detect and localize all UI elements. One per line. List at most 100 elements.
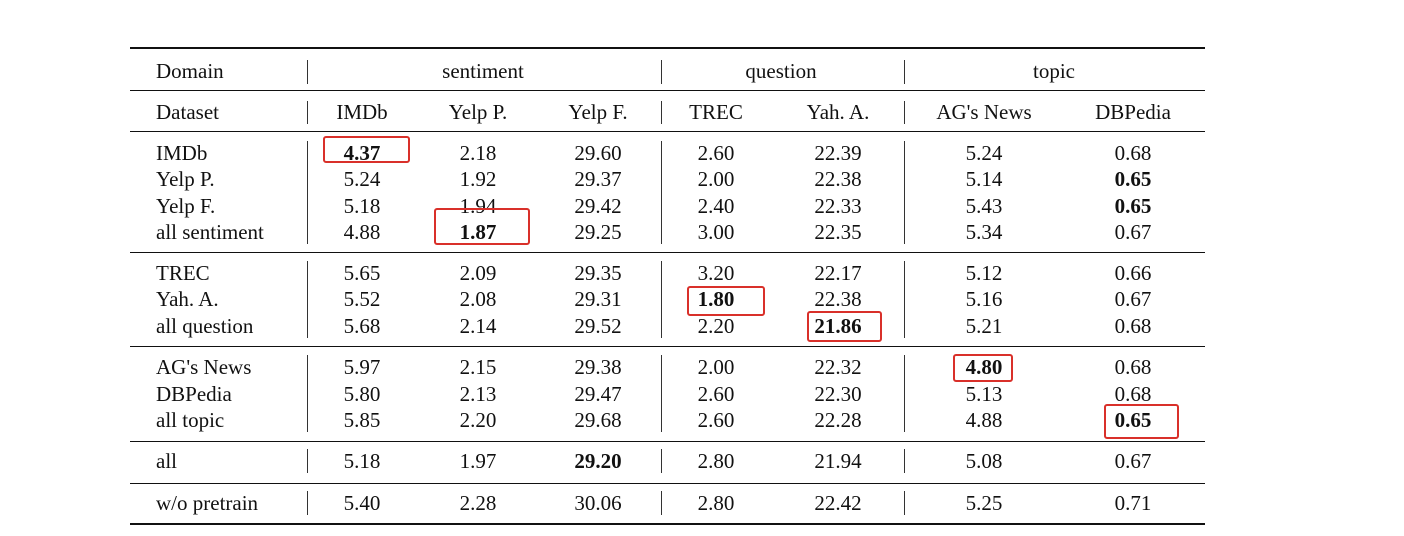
table-cell: 2.28 <box>459 491 497 515</box>
table-cell: 5.24 <box>343 167 381 191</box>
table-cell: 0.65 <box>1114 167 1152 191</box>
group-rule <box>130 483 1205 484</box>
highlight-box <box>323 136 410 163</box>
table-cell: 2.08 <box>459 287 497 311</box>
table-cell: 5.40 <box>343 491 381 515</box>
row-label: all question <box>156 314 254 338</box>
table-cell: 1.87 <box>459 220 497 244</box>
top-rule <box>130 47 1205 49</box>
table-cell: 2.60 <box>697 382 735 406</box>
column-separator <box>904 449 905 473</box>
column-separator <box>307 355 308 432</box>
table-cell: 5.24 <box>965 141 1003 165</box>
table-cell: 5.65 <box>343 261 381 285</box>
table-cell: 0.65 <box>1114 194 1152 218</box>
highlight-box <box>687 286 765 316</box>
column-header: DBPedia <box>1095 100 1171 124</box>
table-cell: 5.18 <box>343 449 381 473</box>
table-cell: 0.67 <box>1114 449 1152 473</box>
table-cell: 1.97 <box>459 449 497 473</box>
row-label: Yelp P. <box>156 167 215 191</box>
table-cell: 5.85 <box>343 408 381 432</box>
table-cell: 4.80 <box>965 355 1003 379</box>
column-separator <box>904 60 905 84</box>
table-cell: 22.28 <box>814 408 862 432</box>
row-label: w/o pretrain <box>156 491 259 515</box>
column-header: Yelp P. <box>448 100 508 124</box>
table-cell: 5.43 <box>965 194 1003 218</box>
domain-topic: topic <box>1033 59 1075 83</box>
table-cell: 4.88 <box>343 220 381 244</box>
domain-sentiment: sentiment <box>442 59 524 83</box>
table-cell: 5.97 <box>343 355 381 379</box>
table-cell: 29.38 <box>574 355 622 379</box>
table-cell: 0.68 <box>1114 314 1152 338</box>
table-cell: 2.20 <box>459 408 497 432</box>
table-cell: 22.42 <box>814 491 862 515</box>
table-cell: 21.94 <box>814 449 862 473</box>
table-cell: 22.30 <box>814 382 862 406</box>
row-label: all <box>156 449 177 473</box>
column-header: Yelp F. <box>568 100 628 124</box>
table-cell: 5.08 <box>965 449 1003 473</box>
domain-question: question <box>745 59 817 83</box>
table-cell: 29.31 <box>574 287 622 311</box>
column-separator <box>661 101 662 124</box>
table-cell: 0.67 <box>1114 287 1152 311</box>
column-separator <box>661 60 662 84</box>
dataset-header: Dataset <box>156 100 219 124</box>
table-cell: 2.18 <box>459 141 497 165</box>
row-label: AG's News <box>156 355 252 379</box>
table-cell: 29.47 <box>574 382 622 406</box>
column-separator <box>661 491 662 515</box>
table-cell: 1.94 <box>459 194 497 218</box>
table-cell: 22.39 <box>814 141 862 165</box>
table-cell: 5.13 <box>965 382 1003 406</box>
table-cell: 3.20 <box>697 261 735 285</box>
table-cell: 30.06 <box>574 491 622 515</box>
table-cell: 5.34 <box>965 220 1003 244</box>
bottom-rule <box>130 523 1205 525</box>
table-cell: 22.17 <box>814 261 862 285</box>
row-label: Yelp F. <box>156 194 216 218</box>
table-cell: 2.40 <box>697 194 735 218</box>
column-separator <box>661 261 662 338</box>
table-cell: 5.16 <box>965 287 1003 311</box>
highlight-box <box>953 354 1013 382</box>
column-separator <box>904 261 905 338</box>
table-cell: 0.66 <box>1114 261 1152 285</box>
table-cell: 29.52 <box>574 314 622 338</box>
column-separator <box>307 261 308 338</box>
table-cell: 1.80 <box>697 287 735 311</box>
column-separator <box>904 101 905 124</box>
table-cell: 5.80 <box>343 382 381 406</box>
table-cell: 0.71 <box>1114 491 1152 515</box>
table-cell: 2.13 <box>459 382 497 406</box>
table-cell: 0.68 <box>1114 355 1152 379</box>
column-separator <box>904 355 905 432</box>
column-separator <box>307 141 308 244</box>
table-cell: 2.80 <box>697 491 735 515</box>
table-cell: 0.68 <box>1114 382 1152 406</box>
column-separator <box>661 141 662 244</box>
table-cell: 29.68 <box>574 408 622 432</box>
column-separator <box>307 60 308 84</box>
column-separator <box>661 449 662 473</box>
row-label: DBPedia <box>156 382 232 406</box>
header-bottom-rule <box>130 131 1205 132</box>
header-rule <box>130 90 1205 91</box>
column-header: TREC <box>689 100 743 124</box>
table-cell: 2.15 <box>459 355 497 379</box>
column-separator <box>307 491 308 515</box>
highlight-box <box>807 311 882 342</box>
table-cell: 5.68 <box>343 314 381 338</box>
table-cell: 2.60 <box>697 408 735 432</box>
table-cell: 22.38 <box>814 167 862 191</box>
table-cell: 29.25 <box>574 220 622 244</box>
row-label: all sentiment <box>156 220 264 244</box>
column-header: Yah. A. <box>806 100 870 124</box>
group-rule <box>130 252 1205 253</box>
table-cell: 2.00 <box>697 355 735 379</box>
group-rule <box>130 441 1205 442</box>
table-cell: 22.35 <box>814 220 862 244</box>
